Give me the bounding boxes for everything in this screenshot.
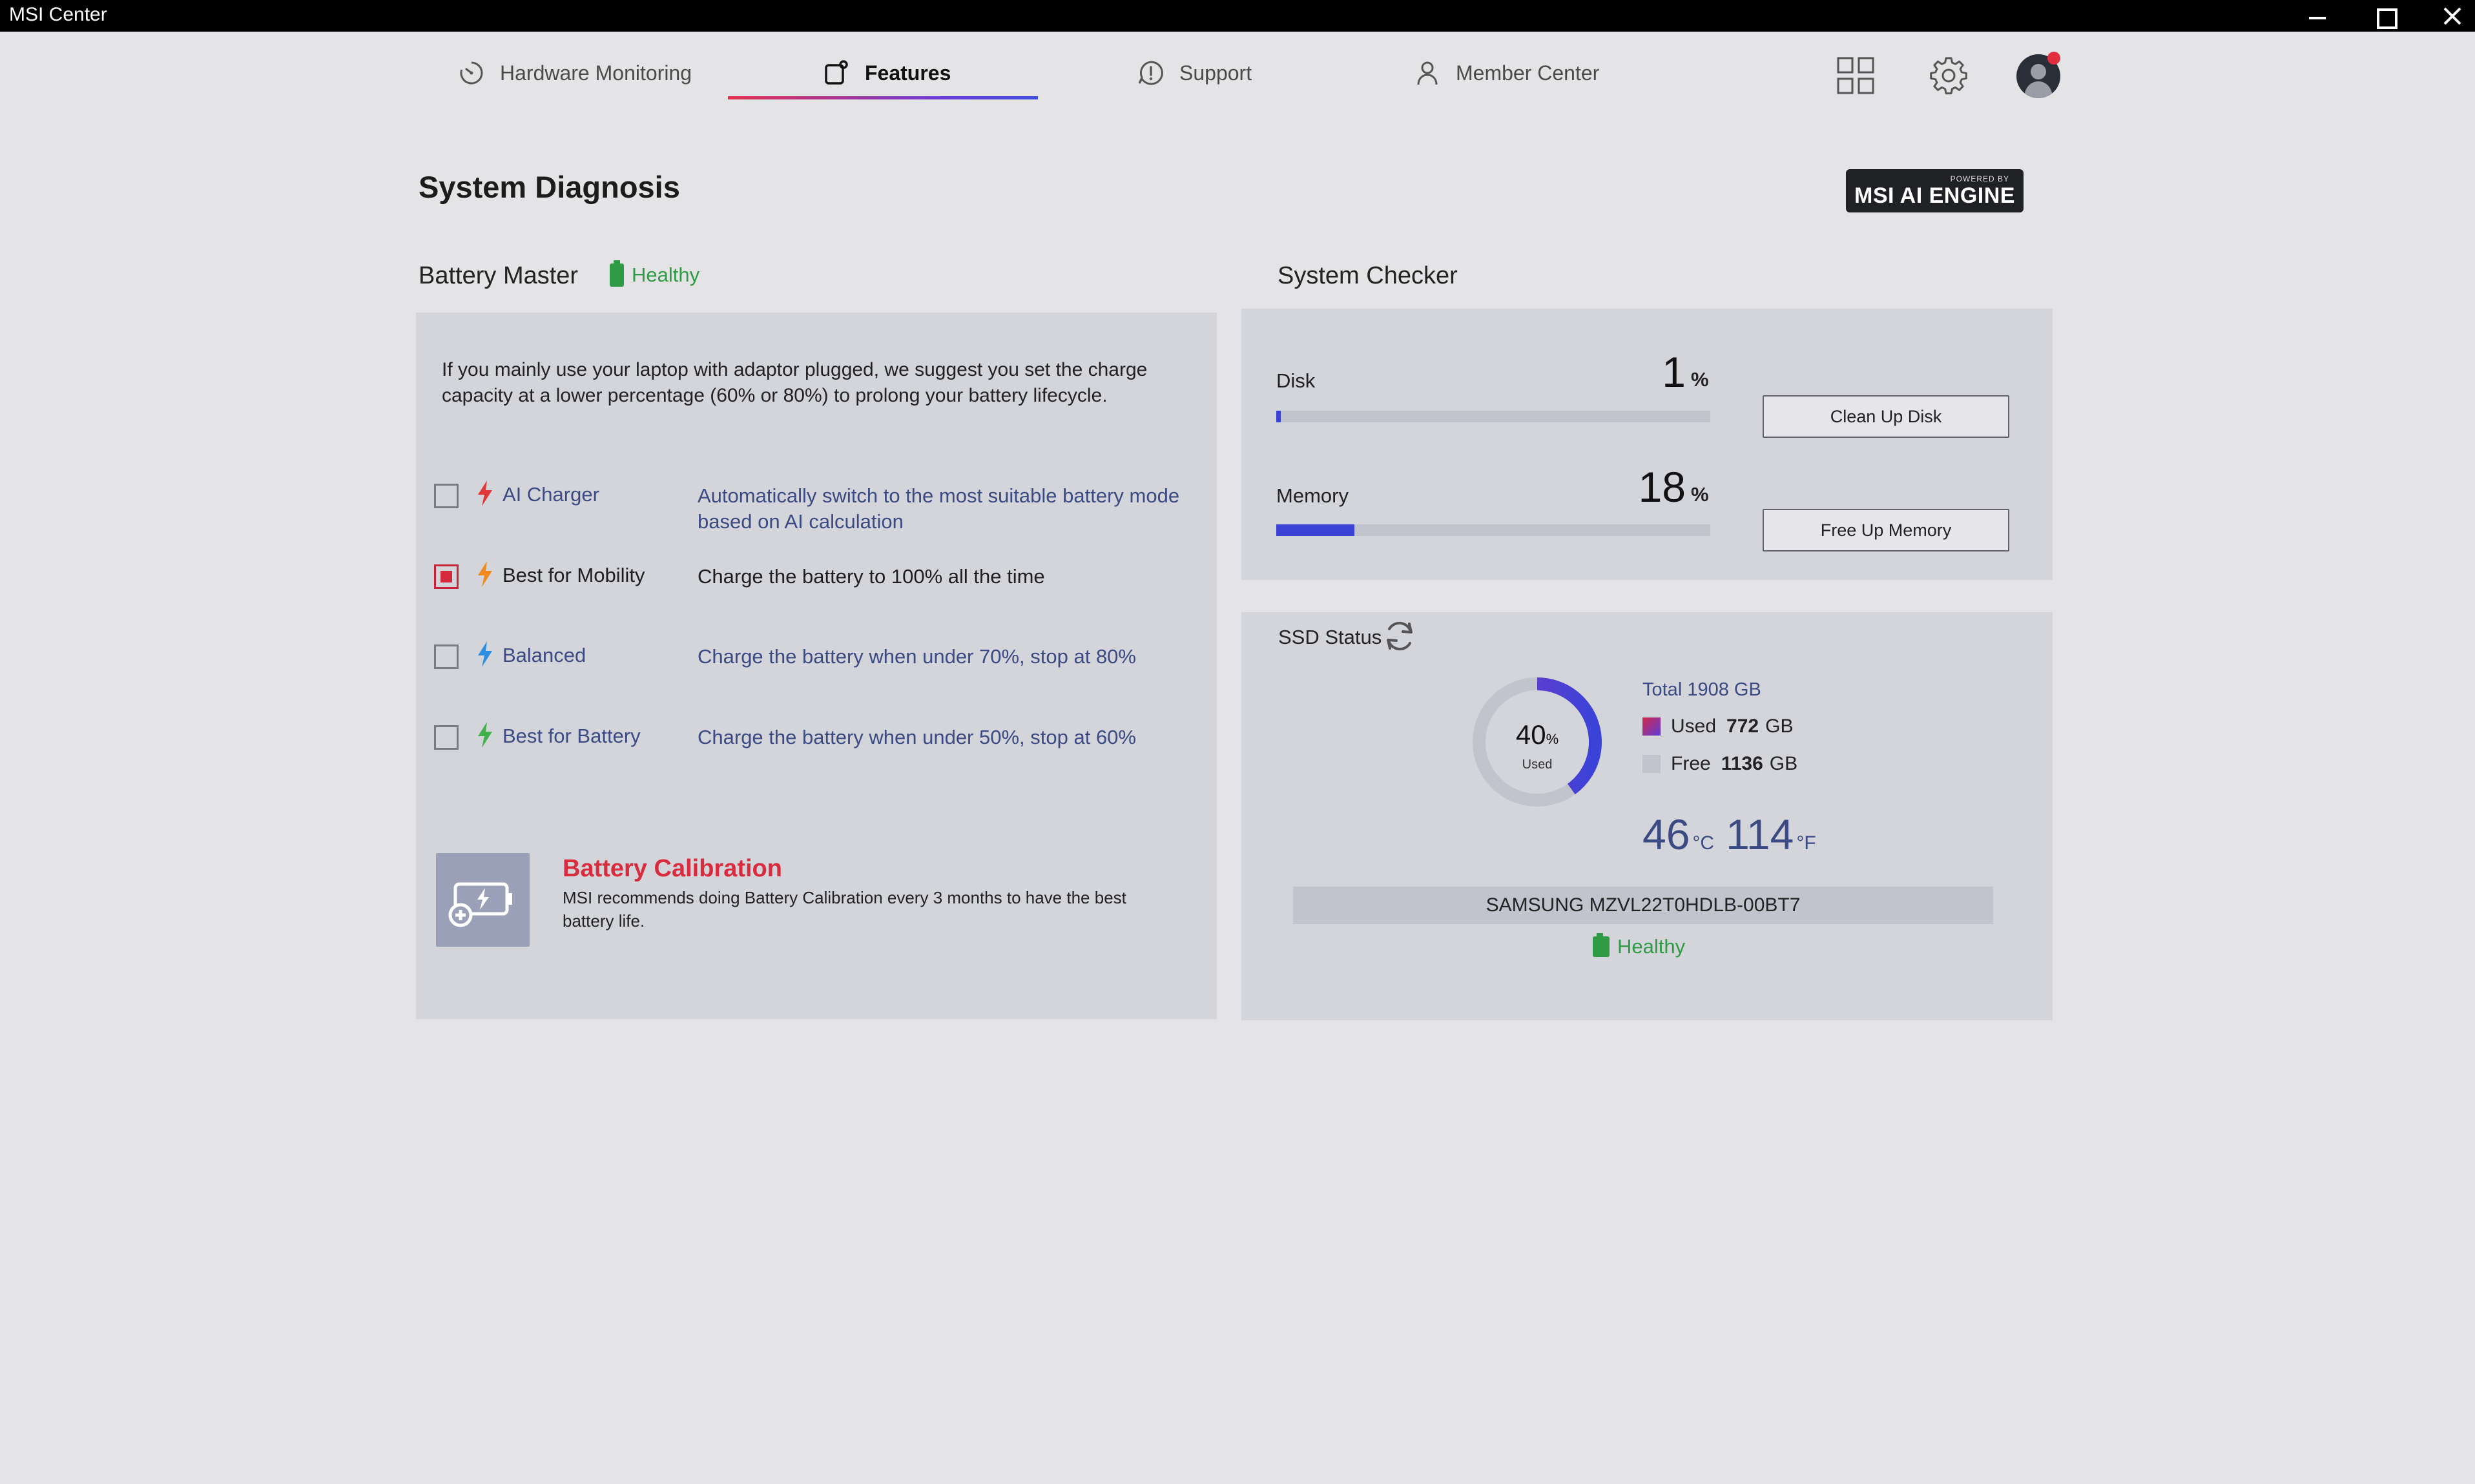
tab-label: Hardware Monitoring <box>500 61 692 85</box>
free-label: Free <box>1671 753 1711 774</box>
disk-label: Disk <box>1276 369 1316 392</box>
battery-calibration-icon[interactable] <box>436 853 530 947</box>
temp-fahrenheit: 114 <box>1726 810 1794 858</box>
lightning-icon <box>478 722 492 748</box>
memory-usage-unit: % <box>1691 483 1709 506</box>
free-unit: GB <box>1769 753 1798 774</box>
charge-option-best-for-mobility[interactable]: Best for Mobility Charge the battery to … <box>434 556 1183 595</box>
ssd-temperature: 46 °C 114 °F <box>1642 810 1828 859</box>
lightning-icon <box>478 561 492 587</box>
battery-health-status: Healthy <box>610 260 700 287</box>
ssd-used-caption: Used <box>1522 757 1553 772</box>
avatar-image <box>2024 64 2053 98</box>
disk-usage-unit: % <box>1691 368 1709 391</box>
disk-usage-fill <box>1276 411 1281 422</box>
ssd-used-percent-unit: % <box>1546 731 1559 747</box>
active-tab-indicator <box>728 96 1038 99</box>
lightning-icon <box>478 641 492 667</box>
ssd-total-capacity: Total 1908 GB <box>1642 679 1761 700</box>
option-checkbox[interactable] <box>434 564 459 589</box>
battery-master-title: Battery Master <box>419 262 579 289</box>
option-checkbox[interactable] <box>434 484 459 508</box>
maximize-button[interactable] <box>2356 0 2414 32</box>
ssd-status-panel <box>1241 612 2053 1020</box>
msi-ai-engine-badge: POWERED BY MSI AI ENGINE <box>1846 169 2024 212</box>
option-label: AI Charger <box>502 483 599 506</box>
memory-label: Memory <box>1276 484 1349 507</box>
system-checker-title: System Checker <box>1278 262 1458 289</box>
ssd-health-label: Healthy <box>1617 935 1686 958</box>
user-icon <box>1417 61 1438 85</box>
gear-icon[interactable] <box>1929 56 1969 96</box>
battery-advice-text: If you mainly use your laptop with adapt… <box>442 359 1148 406</box>
charge-option-ai-charger[interactable]: AI Charger Automatically switch to the m… <box>434 475 1183 533</box>
support-icon <box>1138 61 1163 85</box>
notification-dot <box>2047 52 2060 65</box>
features-icon <box>825 60 848 85</box>
badge-title: MSI AI ENGINE <box>1854 183 2015 208</box>
title-bar: MSI Center <box>0 0 2475 32</box>
refresh-icon[interactable] <box>1381 617 1418 655</box>
temp-celsius: 46 <box>1642 810 1690 858</box>
tab-features[interactable]: Features <box>822 45 951 101</box>
ssd-usage-donut <box>1473 677 1602 807</box>
charge-option-balanced[interactable]: Balanced Charge the battery when under 7… <box>434 636 1183 675</box>
tab-label: Features <box>865 61 951 85</box>
window-title: MSI Center <box>9 4 107 25</box>
memory-usage-fill <box>1276 524 1354 536</box>
used-swatch <box>1642 717 1661 736</box>
tab-label: Member Center <box>1456 61 1600 85</box>
ssd-health-status: Healthy <box>1593 933 1686 958</box>
option-description: Charge the battery when under 70%, stop … <box>698 645 1136 668</box>
close-button[interactable] <box>2423 0 2475 32</box>
apps-grid-icon[interactable] <box>1836 56 1876 96</box>
used-value: 772 <box>1726 716 1759 737</box>
battery-calibration-description: MSI recommends doing Battery Calibration… <box>563 888 1126 931</box>
ssd-used-percent: 40% <box>1469 719 1605 750</box>
battery-calibration-title[interactable]: Battery Calibration <box>563 855 782 882</box>
disk-usage-value: 1 <box>1662 348 1686 396</box>
memory-usage-value: 18 <box>1638 463 1686 511</box>
ssd-health-icon <box>1593 933 1610 957</box>
battery-icon <box>610 260 624 287</box>
used-label: Used <box>1671 716 1717 737</box>
page-title: System Diagnosis <box>419 170 680 204</box>
tab-member-center[interactable]: Member Center <box>1413 45 1599 101</box>
ssd-free-legend: Free 1136 GB <box>1642 753 1797 775</box>
temp-fahrenheit-unit: °F <box>1796 832 1816 854</box>
option-description: Automatically switch to the most suitabl… <box>698 484 1180 533</box>
ssd-status-title: SSD Status <box>1278 626 1382 648</box>
memory-usage-bar <box>1276 524 1710 536</box>
free-swatch <box>1642 755 1661 773</box>
used-unit: GB <box>1765 716 1794 737</box>
battery-plus-icon <box>448 882 512 927</box>
gauge-icon <box>460 61 483 85</box>
tab-label: Support <box>1179 61 1252 85</box>
disk-usage-bar <box>1276 411 1710 422</box>
badge-caption: POWERED BY <box>1950 174 2009 183</box>
battery-master-panel <box>416 313 1217 1019</box>
temp-celsius-unit: °C <box>1692 832 1715 854</box>
option-description: Charge the battery when under 50%, stop … <box>698 726 1136 748</box>
tab-hardware-monitoring[interactable]: Hardware Monitoring <box>457 45 692 101</box>
minimize-button[interactable] <box>2288 0 2346 32</box>
battery-health-label: Healthy <box>632 263 700 286</box>
option-label: Balanced <box>502 644 586 666</box>
free-value: 1136 <box>1721 753 1763 774</box>
charge-option-best-for-battery[interactable]: Best for Battery Charge the battery when… <box>434 717 1183 756</box>
free-up-memory-button[interactable]: Free Up Memory <box>1763 509 2009 551</box>
ssd-used-legend: Used 772 GB <box>1642 716 1793 737</box>
tab-support[interactable]: Support <box>1137 45 1252 101</box>
lightning-icon <box>478 480 492 506</box>
option-label: Best for Mobility <box>502 564 645 586</box>
option-label: Best for Battery <box>502 725 641 747</box>
option-checkbox[interactable] <box>434 725 459 750</box>
option-description: Charge the battery to 100% all the time <box>698 565 1045 588</box>
ssd-used-percent-value: 40 <box>1515 719 1546 750</box>
ssd-used-ring <box>1473 677 1602 807</box>
clean-up-disk-button[interactable]: Clean Up Disk <box>1763 395 2009 438</box>
ssd-model-name: SAMSUNG MZVL22T0HDLB-00BT7 <box>1293 887 1993 924</box>
option-checkbox[interactable] <box>434 644 459 669</box>
